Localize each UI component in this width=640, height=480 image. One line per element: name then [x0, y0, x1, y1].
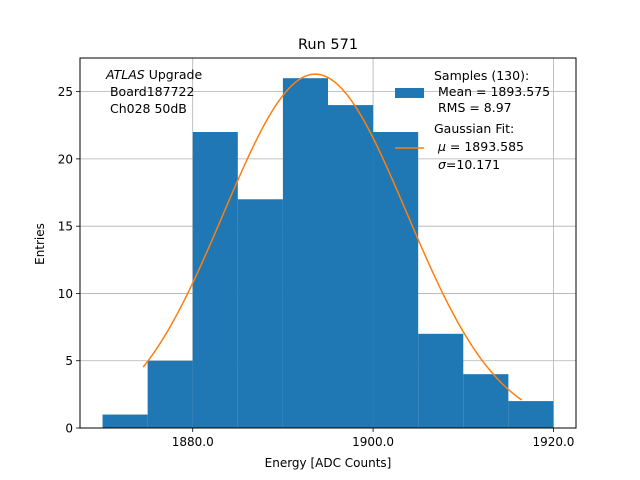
- legend-fit-mu: μ = 1893.585: [434, 139, 524, 154]
- chart-title: Run 571: [298, 37, 358, 53]
- legend-hist-mean: Mean = 1893.575: [434, 84, 550, 99]
- x-axis-label: Energy [ADC Counts]: [265, 456, 392, 470]
- x-tick-label-2: 1920.0: [532, 435, 574, 449]
- histogram-bar-4: [282, 78, 328, 428]
- x-tick-label-0: 1880.0: [172, 435, 214, 449]
- histogram-bar-0: [102, 414, 148, 428]
- histogram-bar-9: [508, 401, 554, 428]
- y-tick-label-0: 0: [65, 422, 73, 436]
- legend-fit-sigma: σ=10.171: [434, 157, 500, 172]
- annotation-channel: Ch028 50dB: [106, 101, 187, 116]
- legend-hist-swatch: [395, 88, 424, 98]
- y-axis-ticks: 0 5 10 15 20 25: [58, 85, 80, 436]
- y-tick-label-2: 10: [58, 287, 73, 301]
- annotation-line-1: ATLAS Upgrade: [105, 67, 202, 82]
- plot-frame: [79, 57, 577, 429]
- histogram-bars: [102, 78, 554, 428]
- y-tick-label-5: 25: [58, 85, 73, 99]
- histogram-bar-7: [418, 333, 464, 428]
- legend-sigma-symbol: σ: [438, 157, 447, 172]
- legend-sigma-value: =10.171: [446, 157, 500, 172]
- y-axis-label: Entries: [33, 223, 47, 265]
- gaussian-fit-layer: [142, 73, 523, 401]
- histogram-bar-3: [237, 199, 283, 428]
- x-axis-ticks: 1880.0 1900.0 1920.0: [172, 428, 574, 449]
- histogram-bar-1: [147, 360, 193, 428]
- gaussian-fit-curve: [142, 73, 523, 401]
- legend-mu-value: = 1893.585: [446, 139, 524, 154]
- legend: Samples (130): Mean = 1893.575 RMS = 8.9…: [395, 68, 550, 172]
- x-tick-label-1: 1900.0: [352, 435, 394, 449]
- y-tick-label-3: 15: [58, 220, 73, 234]
- histogram-bar-2: [192, 132, 238, 428]
- legend-mu-symbol: μ: [437, 139, 446, 154]
- legend-hist-title: Samples (130):: [434, 68, 529, 83]
- annotation-atlas: ATLAS: [105, 67, 145, 82]
- annotation-upgrade: Upgrade: [145, 67, 203, 82]
- histogram-bar-6: [373, 132, 419, 428]
- legend-fit-title: Gaussian Fit:: [434, 121, 514, 136]
- legend-hist-rms: RMS = 8.97: [434, 100, 512, 115]
- y-tick-label-4: 20: [58, 152, 73, 166]
- atlas-annotation: ATLAS Upgrade Board187722 Ch028 50dB: [105, 67, 202, 116]
- annotation-board: Board187722: [106, 84, 194, 99]
- y-tick-label-1: 5: [65, 354, 73, 368]
- histogram-bar-5: [328, 105, 374, 428]
